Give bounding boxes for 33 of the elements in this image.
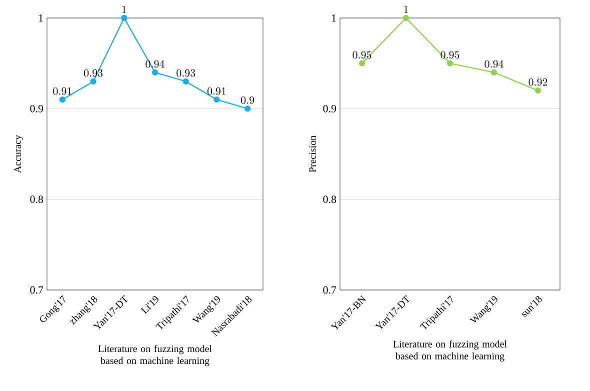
- point: [446, 60, 454, 66]
- data-label: 0.91: [207, 87, 226, 95]
- data-label: 0.94: [146, 60, 164, 68]
- y-tick-label: 0.7: [323, 286, 336, 294]
- data-label: 1: [122, 6, 126, 14]
- data-label: 0.93: [176, 69, 196, 77]
- y-tick-label: 0.9: [30, 104, 44, 112]
- point: [214, 96, 220, 103]
- y-tick-label: 1: [38, 14, 43, 22]
- x-axis-title: Literature on fuzzing model based on machine learning: [98, 345, 212, 366]
- point: [152, 69, 158, 76]
- x-axis-title: Literature on fuzzing model based on machine learning: [393, 340, 507, 362]
- y-axis-title: Accuracy: [14, 134, 23, 173]
- point: [59, 96, 66, 103]
- y-tick-label: 0.8: [30, 196, 44, 204]
- point: [402, 14, 410, 22]
- point: [121, 14, 128, 22]
- point: [182, 78, 189, 85]
- y-tick-label: 0.9: [323, 104, 336, 112]
- data-label: 0.94: [484, 60, 504, 68]
- data-label: 0.9: [241, 96, 254, 104]
- y-tick-label: 0.8: [323, 196, 336, 204]
- point: [244, 106, 251, 112]
- point: [358, 60, 366, 66]
- point: [490, 69, 498, 76]
- y-axis-title: Precision: [309, 136, 316, 172]
- y-tick-label: 1: [332, 14, 336, 22]
- point: [90, 78, 96, 85]
- point: [534, 87, 542, 94]
- data-label: 1: [404, 6, 408, 14]
- data-label: 0.92: [528, 78, 548, 86]
- y-tick-label: 0.7: [30, 286, 44, 294]
- data-label: 0.91: [53, 87, 72, 95]
